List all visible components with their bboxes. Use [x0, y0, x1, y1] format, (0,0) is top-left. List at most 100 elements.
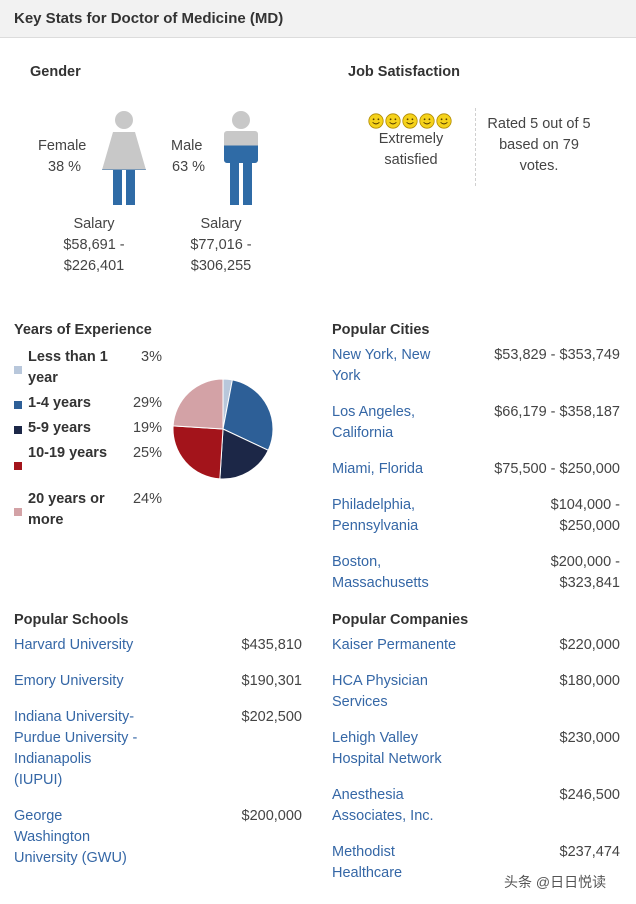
- school-name-line: Purdue University -: [14, 730, 138, 746]
- female-salary-min: $58,691 -: [63, 237, 125, 253]
- smiley-icon: [436, 113, 452, 129]
- legend-item-10-19-years: 10-19 years 25%: [14, 443, 162, 487]
- city-link-philadelphia[interactable]: Philadelphia, Pennsylvania: [332, 495, 418, 537]
- school-salary-gwu: $200,000: [241, 808, 302, 824]
- school-name-line: Emory University: [14, 673, 124, 689]
- male-salary-label: Salary: [200, 216, 242, 232]
- salary-line1: $104,000 -: [550, 497, 620, 513]
- city-salary-new-york: $53,829 - $353,749: [494, 347, 620, 363]
- school-name-line: Harvard University: [14, 637, 134, 653]
- salary-line2: $323,841: [559, 575, 620, 591]
- legend-percent: 25%: [132, 445, 162, 461]
- company-link-methodist[interactable]: Methodist Healthcare: [332, 842, 402, 884]
- watermark: 头条 @日日悦读: [504, 874, 607, 890]
- company-salary-kaiser: $220,000: [559, 637, 620, 653]
- smiley-icon: [419, 113, 435, 129]
- experience-title: Years of Experience: [14, 322, 152, 338]
- company-name-line: HCA Physician: [332, 673, 428, 689]
- company-salary-methodist: $237,474: [559, 844, 620, 860]
- male-label: Male: [171, 138, 203, 154]
- legend-item-less-than-1-year: Less than 1 year 3%: [14, 347, 162, 391]
- city-name-line1: Los Angeles,: [332, 404, 416, 420]
- male-percent: 63 %: [172, 159, 206, 175]
- company-name-line: Anesthesia: [332, 787, 404, 803]
- companies-title: Popular Companies: [332, 612, 469, 628]
- pie-slice-3: [172, 425, 224, 480]
- school-name-line: Washington: [14, 829, 91, 845]
- header-bar: Key Stats for Doctor of Medicine (MD): [0, 0, 636, 38]
- legend-label: Less than 1 year: [28, 349, 108, 386]
- legend-percent: 3%: [141, 349, 162, 365]
- city-link-new-york[interactable]: New York, New York: [332, 345, 430, 387]
- job-satisfaction-title: Job Satisfaction: [348, 64, 460, 80]
- company-name-line: Hospital Network: [332, 751, 442, 767]
- legend-item-5-9-years: 5-9 years 19%: [14, 418, 162, 440]
- legend-label: 10-19 years: [28, 445, 108, 461]
- school-link-harvard[interactable]: Harvard University: [14, 635, 133, 656]
- rated-line1: Rated 5 out of 5: [487, 116, 591, 132]
- legend-label: 5-9 years: [28, 420, 91, 436]
- city-name-line1: Philadelphia,: [332, 497, 416, 513]
- satisfaction-text-line1: Extremely: [378, 131, 444, 147]
- company-name-line: Services: [332, 694, 388, 710]
- legend-swatch: [14, 508, 22, 516]
- school-link-emory[interactable]: Emory University: [14, 671, 124, 692]
- city-link-boston[interactable]: Boston, Massachusetts: [332, 552, 429, 594]
- school-link-iupui[interactable]: Indiana University- Purdue University - …: [14, 707, 137, 791]
- legend-label: 20 years or more: [28, 491, 105, 528]
- company-name-line: Methodist: [332, 844, 395, 860]
- male-salary-min: $77,016 -: [190, 237, 252, 253]
- company-salary-hca: $180,000: [559, 673, 620, 689]
- legend-percent: 29%: [132, 395, 162, 411]
- school-link-gwu[interactable]: George Washington University (GWU): [14, 806, 127, 869]
- schools-title: Popular Schools: [14, 612, 129, 628]
- male-salary-max: $306,255: [190, 258, 252, 274]
- company-name-line: Kaiser Permanente: [332, 637, 457, 653]
- city-name-line2: Massachusetts: [332, 575, 429, 591]
- city-name-line1: New York, New: [332, 347, 431, 363]
- legend-swatch: [14, 426, 22, 434]
- smiley-icon: [385, 113, 401, 129]
- pie-slice-4: [172, 378, 224, 430]
- school-name-line: Indianapolis: [14, 751, 92, 767]
- legend-percent: 24%: [132, 491, 162, 507]
- school-name-line: University (GWU): [14, 850, 127, 866]
- city-name-line2: California: [332, 425, 394, 441]
- rated-line2: based on 79: [499, 137, 579, 153]
- company-link-anesthesia[interactable]: Anesthesia Associates, Inc.: [332, 785, 434, 827]
- company-salary-lehigh-valley: $230,000: [559, 730, 620, 746]
- page-title: Key Stats for Doctor of Medicine (MD): [14, 10, 284, 27]
- legend-label: 1-4 years: [28, 395, 91, 411]
- male-figure-icon: [224, 111, 258, 205]
- company-link-lehigh-valley[interactable]: Lehigh Valley Hospital Network: [332, 728, 442, 770]
- school-name-line: George: [14, 808, 63, 824]
- city-salary-miami: $75,500 - $250,000: [494, 461, 620, 477]
- company-name-line: Healthcare: [332, 865, 403, 881]
- city-name-line2: York: [332, 368, 361, 384]
- female-salary-max: $226,401: [63, 258, 125, 274]
- city-name-line2: Pennsylvania: [332, 518, 419, 534]
- company-salary-anesthesia: $246,500: [559, 787, 620, 803]
- gender-title: Gender: [30, 64, 81, 80]
- female-percent: 38 %: [48, 159, 82, 175]
- salary-line1: $200,000 -: [550, 554, 620, 570]
- smiley-icon: [368, 113, 384, 129]
- company-name-line: Associates, Inc.: [332, 808, 434, 824]
- legend-swatch: [14, 366, 22, 374]
- female-label: Female: [38, 138, 87, 154]
- city-link-miami[interactable]: Miami, Florida: [332, 459, 423, 480]
- legend-swatch: [14, 401, 22, 409]
- rated-line3: votes.: [519, 158, 559, 174]
- satisfaction-text-line2: satisfied: [384, 152, 438, 168]
- school-name-line: (IUPUI): [14, 772, 63, 788]
- school-salary-harvard: $435,810: [241, 637, 302, 653]
- school-salary-iupui: $202,500: [241, 709, 302, 725]
- city-name-line1: Miami, Florida: [332, 461, 424, 477]
- female-figure-icon: [102, 111, 146, 205]
- company-name-line: Lehigh Valley: [332, 730, 418, 746]
- company-link-hca[interactable]: HCA Physician Services: [332, 671, 428, 713]
- city-salary-los-angeles: $66,179 - $358,187: [494, 404, 620, 420]
- company-link-kaiser[interactable]: Kaiser Permanente: [332, 635, 456, 656]
- legend-item-1-4-years: 1-4 years 29%: [14, 393, 162, 415]
- city-link-los-angeles[interactable]: Los Angeles, California: [332, 402, 415, 444]
